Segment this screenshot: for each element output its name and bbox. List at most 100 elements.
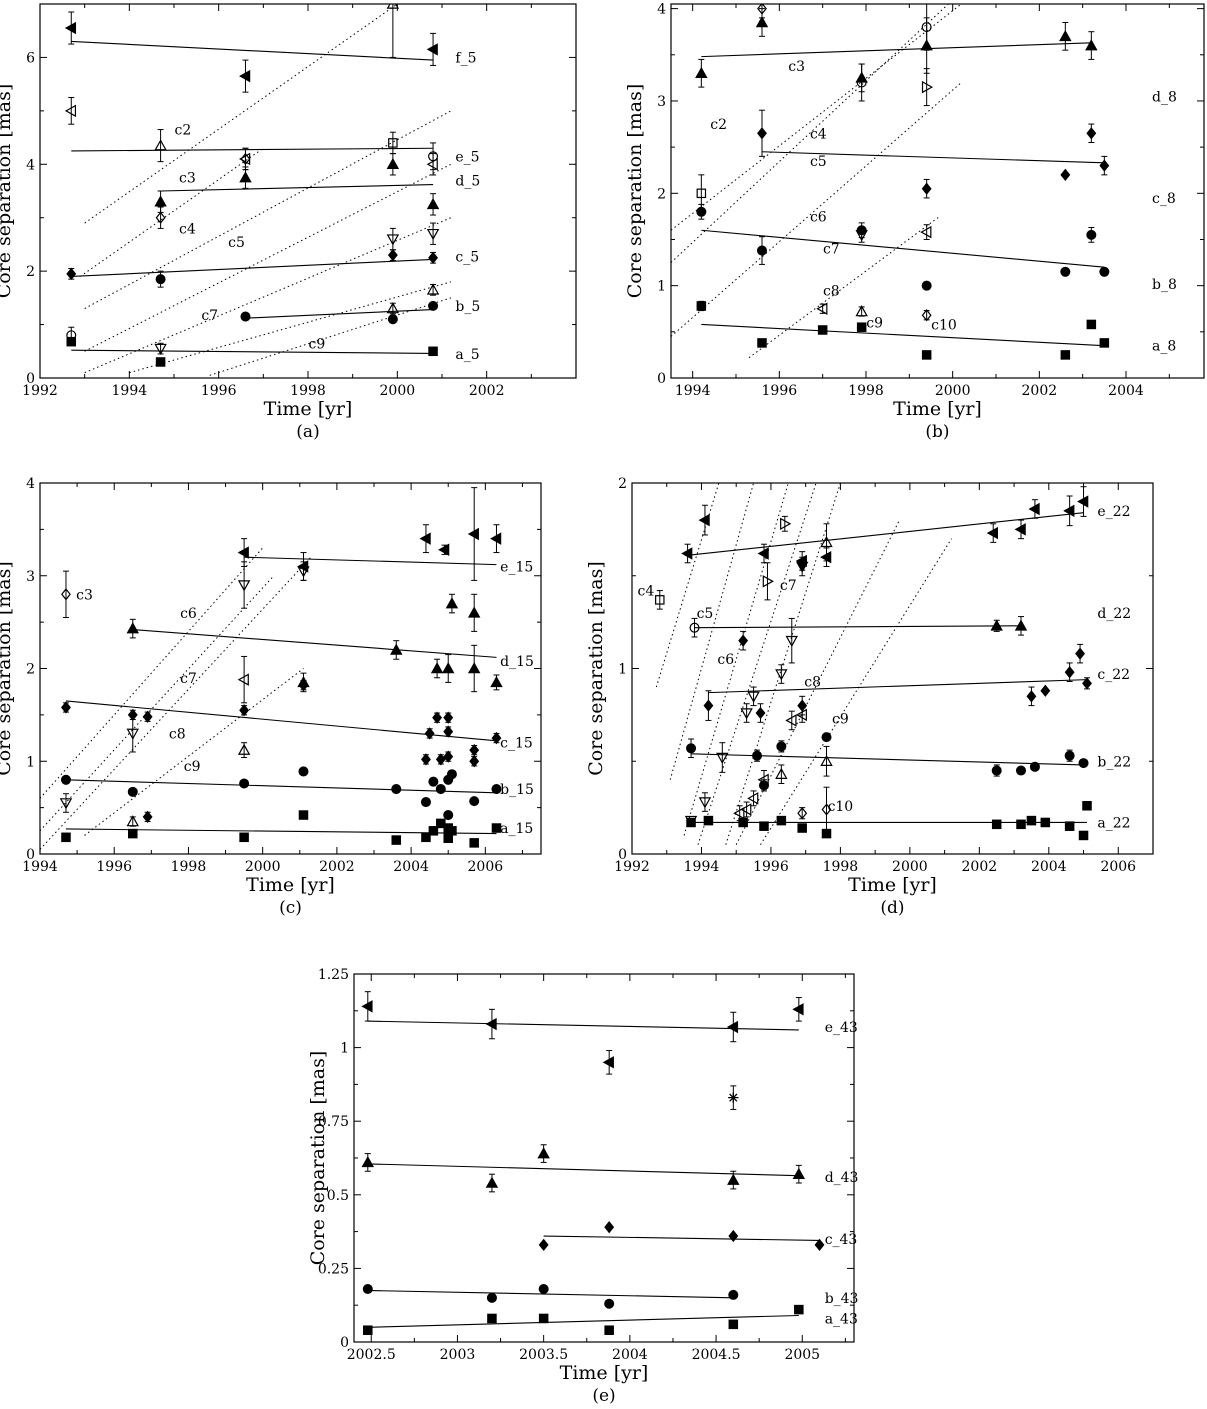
data-point (820, 754, 833, 767)
fit-line (65, 779, 497, 794)
data-point (127, 708, 138, 722)
y-axis-title: Core separation [mas] (0, 84, 15, 299)
data-point (1085, 39, 1098, 51)
trend-line (129, 281, 452, 374)
data-point (66, 267, 77, 280)
data-point (776, 815, 787, 826)
data-point (1060, 168, 1071, 181)
data-point (1077, 495, 1089, 508)
fit-line (701, 229, 1105, 268)
trend-line (671, 4, 962, 231)
plot-area (64, 4, 452, 376)
data-point (421, 832, 431, 843)
data-point (59, 798, 73, 810)
x-tick-label: 2002 (962, 859, 998, 875)
component-label: c8 (169, 726, 186, 742)
data-point (155, 357, 166, 367)
data-point (426, 283, 440, 295)
data-point (239, 704, 250, 717)
fit-line (71, 349, 434, 354)
data-point (469, 838, 479, 848)
fit-label: f_5 (455, 50, 476, 66)
y-tick-label: 4 (26, 476, 35, 492)
data-point (821, 803, 832, 816)
data-point (921, 182, 932, 195)
data-point (443, 833, 453, 843)
x-axis-title: Time [yr] (560, 1362, 649, 1384)
data-point (821, 732, 832, 743)
fit-label: e_43 (825, 1020, 858, 1036)
data-point (855, 305, 868, 317)
component-label: c2 (175, 123, 192, 139)
data-point (757, 127, 767, 140)
panel-caption: (b) (925, 422, 949, 442)
data-point (387, 248, 398, 262)
trend-line (725, 483, 841, 845)
data-point (126, 622, 139, 634)
trend-line (84, 668, 304, 836)
y-tick-label: 2 (26, 662, 35, 678)
data-point (785, 635, 798, 648)
plot-area (40, 487, 503, 850)
data-point (738, 817, 748, 828)
y-tick-label: 1 (618, 662, 627, 678)
data-point (387, 314, 398, 325)
data-point (1086, 229, 1097, 240)
fit-label: e_22 (1097, 504, 1130, 520)
x-tick-label: 2004 (612, 1347, 648, 1363)
data-point (155, 274, 166, 285)
data-point (426, 228, 440, 241)
data-point (794, 1304, 804, 1315)
data-point (490, 675, 503, 688)
component-label: c7 (201, 308, 218, 324)
x-tick-label: 1996 (96, 859, 132, 875)
data-point (60, 774, 71, 785)
data-point (990, 619, 1003, 631)
data-point (1014, 619, 1028, 631)
trend-line (84, 110, 452, 309)
plot-area (671, 4, 1110, 360)
panel-caption: (d) (880, 898, 904, 918)
fit-line (761, 151, 1105, 164)
x-axis-title: Time [yr] (264, 398, 353, 420)
data-point (698, 797, 712, 809)
panel-caption: (e) (592, 1386, 615, 1406)
fit-label: c_8 (1152, 191, 1176, 207)
fit-label: d_8 (1152, 89, 1177, 105)
data-point (1014, 523, 1026, 536)
data-point (728, 1092, 739, 1103)
data-point (538, 1313, 549, 1324)
plot-area (361, 991, 825, 1335)
data-point (443, 810, 454, 821)
y-tick-label: 3 (657, 94, 666, 110)
component-label: c7 (823, 242, 840, 258)
data-point (239, 69, 251, 83)
data-point (363, 1325, 373, 1335)
fit-label: c_15 (500, 736, 533, 752)
component-label: c2 (710, 117, 727, 133)
y-tick-label: 1.25 (318, 967, 349, 983)
component-label: c9 (866, 316, 883, 332)
data-point (538, 1283, 549, 1295)
data-point (1078, 758, 1089, 769)
data-point (142, 810, 153, 824)
x-tick-label: 1996 (201, 383, 237, 399)
data-point (1040, 817, 1051, 828)
data-point (1060, 266, 1071, 277)
data-point (435, 784, 446, 795)
data-point (1082, 677, 1092, 690)
data-point (738, 634, 749, 647)
fit-label: a_5 (455, 347, 479, 363)
fit-line (367, 1163, 799, 1177)
fit-label: a_43 (825, 1311, 858, 1327)
fit-line (694, 625, 1022, 629)
data-point (820, 535, 833, 548)
component-label: c9 (309, 336, 326, 352)
data-point (686, 743, 697, 754)
trend-line (84, 4, 398, 224)
panel-caption: (c) (279, 898, 302, 918)
data-point (1064, 666, 1075, 679)
data-point (776, 741, 787, 752)
x-tick-label: 2000 (245, 859, 281, 875)
data-point (491, 823, 502, 833)
